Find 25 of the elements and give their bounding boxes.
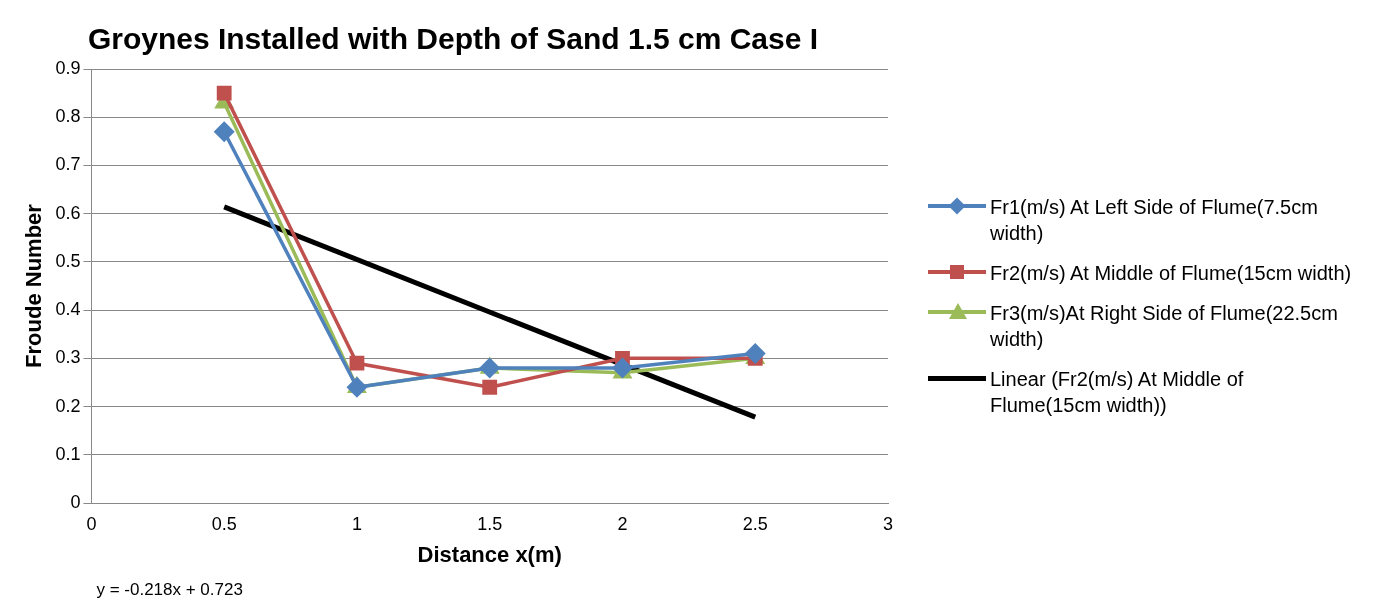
y-axis-title: Froude Number [21, 203, 47, 368]
legend-label: Fr1(m/s) At Left Side of Flume(7.5cm width) [990, 194, 1319, 246]
x-axis-title: Distance x(m) [417, 541, 562, 567]
y-tick-label: 0.1 [55, 443, 81, 464]
legend-label: Fr3(m/s)At Right Side of Flume(22.5cm width) [990, 300, 1339, 352]
x-tick-label: 0.5 [211, 513, 237, 534]
y-tick-label: 0 [70, 491, 81, 512]
y-tick-label: 0.9 [55, 57, 81, 78]
y-tick-label: 0.7 [55, 154, 81, 175]
y-tick-label: 0.3 [55, 347, 81, 368]
legend-label: Linear (Fr2(m/s) At Middle of Flume(15cm width)) [990, 366, 1245, 418]
x-tick-label: 1 [351, 513, 362, 534]
y-tick-label: 0.5 [55, 250, 81, 271]
y-tick-label: 0.2 [55, 395, 81, 416]
chart-title: Groynes Installed with Depth of Sand 1.5 cm Case I [87, 22, 819, 56]
y-tick-label: 0.4 [55, 299, 81, 320]
x-tick-label: 3 [882, 513, 894, 534]
legend-label: Fr2(m/s) At Middle of Flume(15cm width) [990, 260, 1352, 286]
x-tick-label: 1.5 [477, 513, 503, 534]
x-tick-label: 2 [617, 513, 628, 534]
x-tick-label: 0 [86, 513, 97, 534]
y-tick-label: 0.8 [55, 106, 81, 127]
text: y = -0.218x + 0.723 [96, 580, 243, 599]
x-tick-label: 2.5 [742, 513, 768, 534]
y-tick-label: 0.6 [55, 202, 81, 223]
